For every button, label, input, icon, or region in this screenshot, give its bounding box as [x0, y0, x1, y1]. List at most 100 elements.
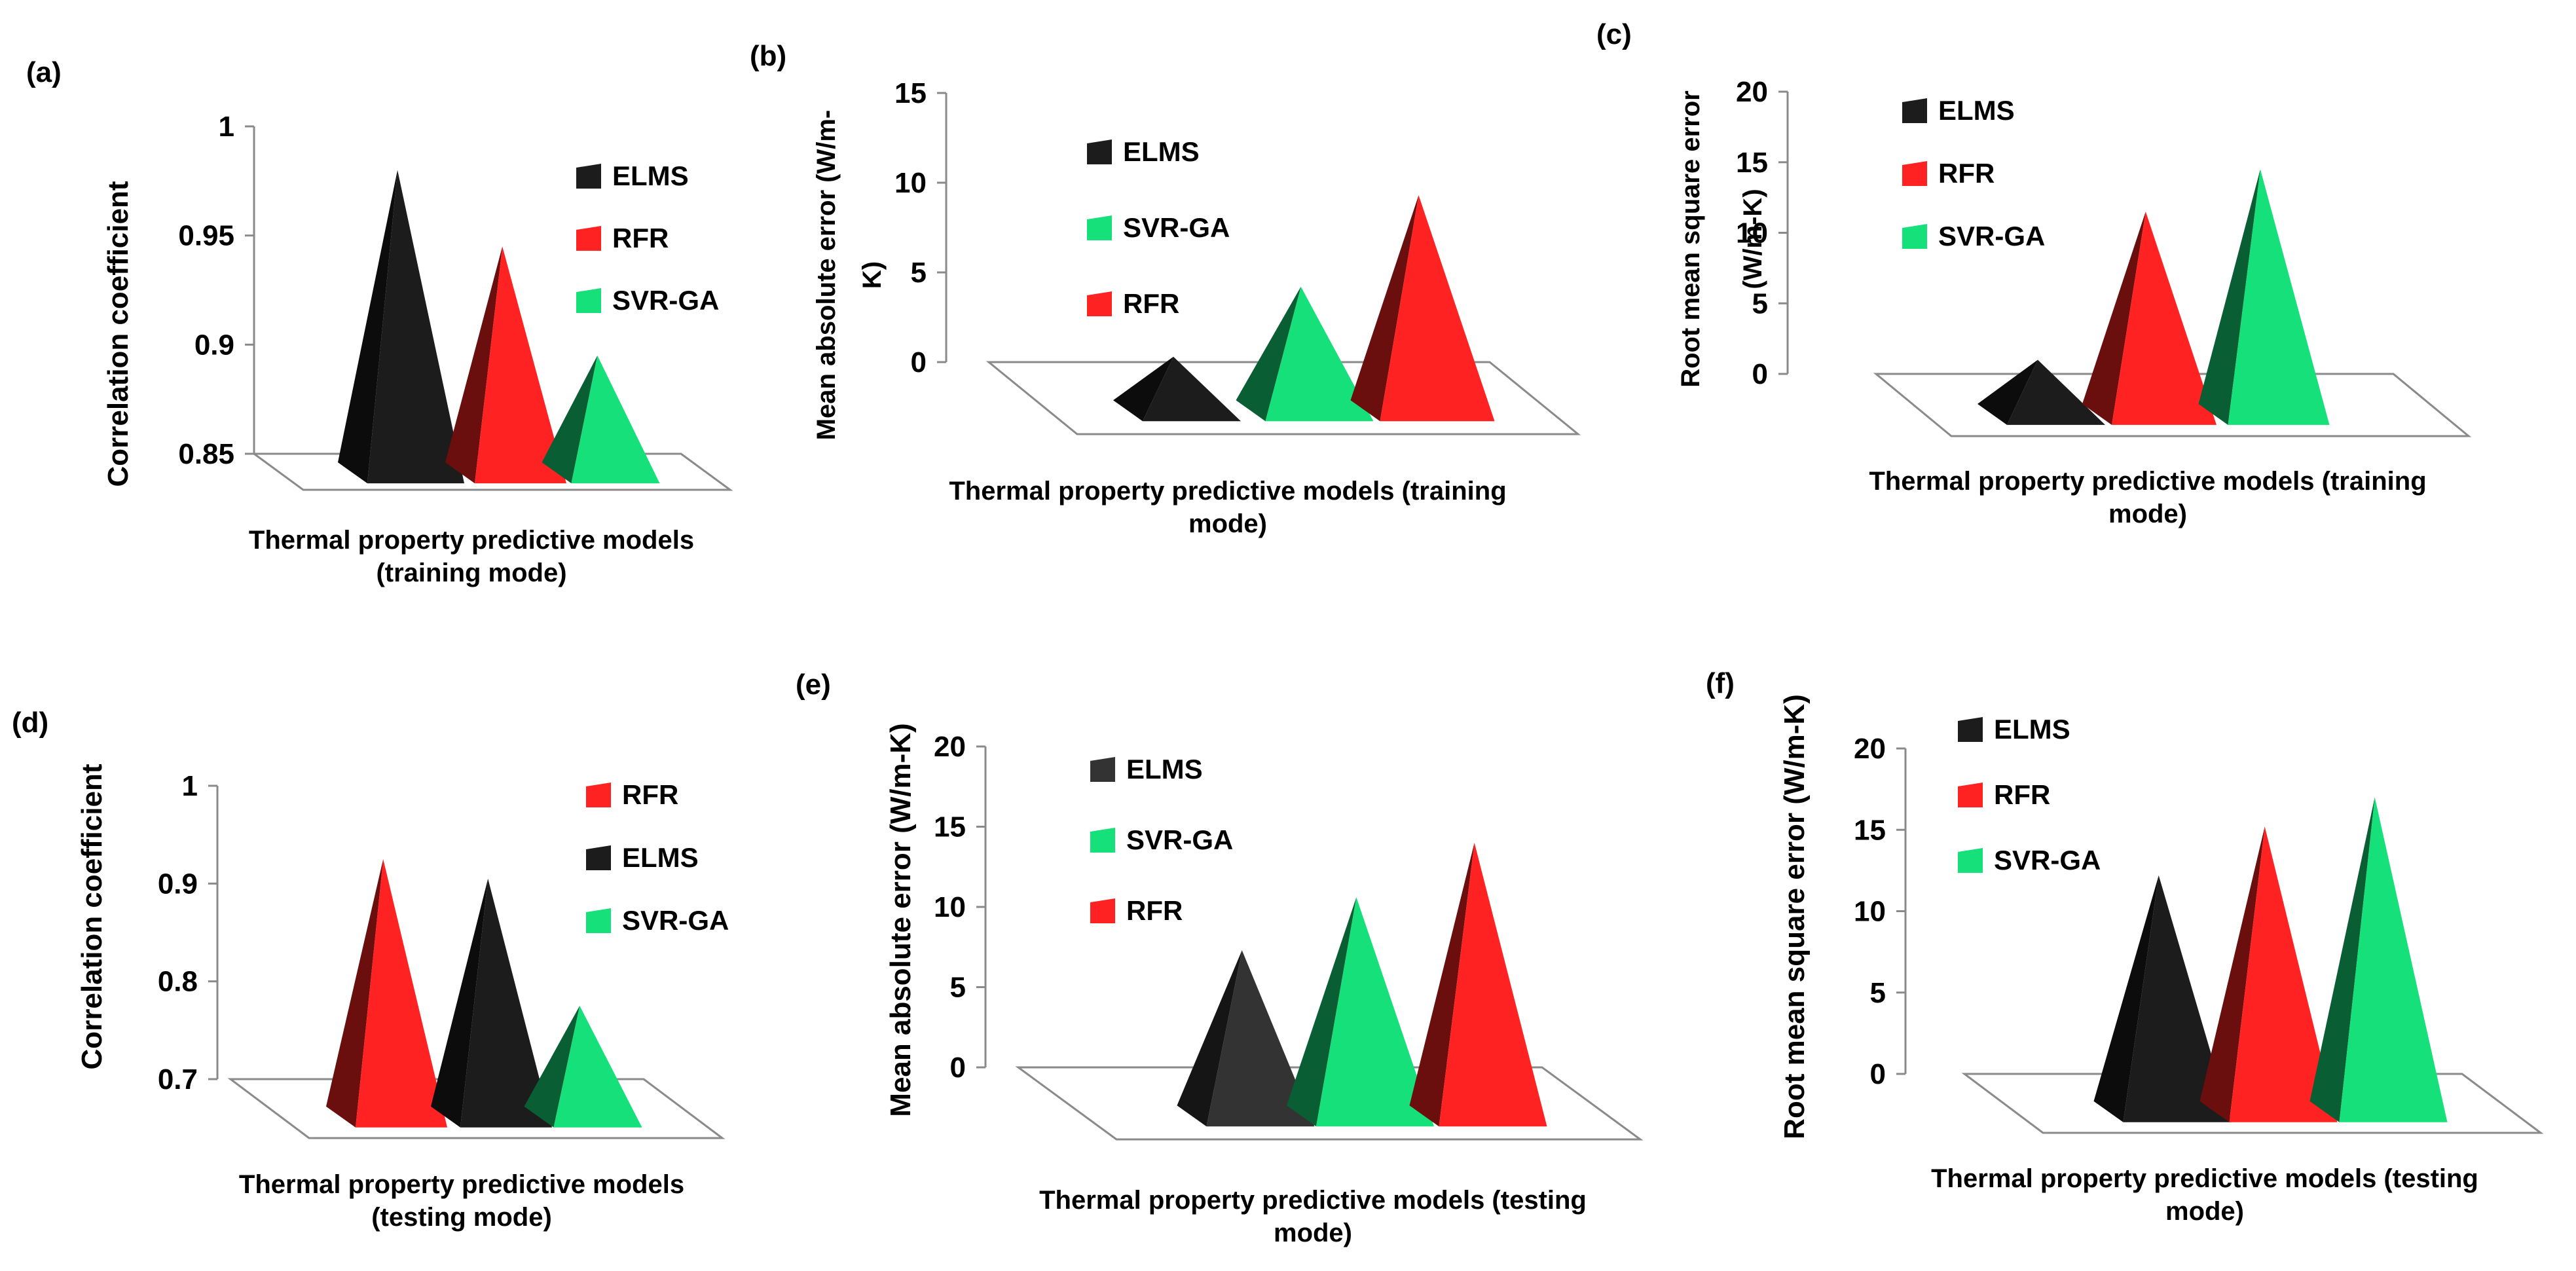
- legend-label: SVR-GA: [612, 285, 719, 316]
- y-axis-label: Correlation coefficient: [76, 764, 108, 1069]
- y-tick-label: 15: [1736, 147, 1768, 179]
- pyramid-elms: [1978, 359, 2105, 425]
- pyramid-rfr: [445, 246, 566, 484]
- panel-a: (a) 0.85 0.9 0.95 1 Correlation coefficient Th…: [26, 56, 733, 587]
- pyramid-front-face: [2123, 875, 2232, 1122]
- y-tick-label: 10: [894, 167, 927, 199]
- pyramid-side-face: [2093, 875, 2159, 1122]
- y-axis-label: K): [858, 261, 887, 289]
- legend-label: RFR: [612, 223, 669, 253]
- legend-swatch: [576, 226, 601, 251]
- legend-label: RFR: [1126, 895, 1183, 926]
- y-tick-label: 0: [1870, 1058, 1886, 1090]
- legend-swatch: [1958, 848, 1983, 873]
- y-axis-label: Root mean square error (W/m-K): [1778, 694, 1811, 1139]
- pyramid-side-face: [1236, 286, 1301, 422]
- y-tick-label: 0.95: [178, 220, 234, 252]
- pyramid-side-face: [1978, 359, 2038, 425]
- legend-label: ELMS: [612, 160, 689, 191]
- pyramid-front-face: [1439, 843, 1547, 1127]
- legend-label: RFR: [1123, 288, 1179, 319]
- pyramid-front-face: [2339, 797, 2448, 1122]
- y-tick-label: 0.9: [194, 329, 234, 361]
- y-tick-label: 0.85: [178, 438, 234, 470]
- legend-label: ELMS: [1938, 95, 2015, 126]
- panel-tag: (c): [1596, 18, 1632, 50]
- legend-swatch: [1087, 215, 1112, 240]
- pyramid-elms: [1177, 950, 1315, 1127]
- pyramid-svr-ga: [542, 356, 660, 484]
- legend-swatch: [1902, 161, 1927, 186]
- y-tick-label: 5: [911, 257, 927, 289]
- pyramid-svr-ga: [1287, 897, 1434, 1127]
- y-tick-label: 0: [911, 346, 927, 378]
- y-tick-label: 0.9: [158, 868, 198, 900]
- y-axis-label: Mean absolute error (W/m-K): [885, 723, 917, 1116]
- x-axis-label: mode): [2108, 500, 2187, 528]
- y-axis-label: Correlation coefficient: [102, 181, 134, 487]
- legend-swatch: [1087, 139, 1112, 164]
- pyramid-front-face: [1380, 195, 1495, 422]
- legend-label: SVR-GA: [1126, 824, 1233, 855]
- legend-swatch: [576, 164, 601, 189]
- pyramid-front-face: [475, 246, 566, 484]
- pyramid-front-face: [2112, 212, 2217, 425]
- panel-tag: (d): [12, 707, 48, 739]
- legend-swatch: [1902, 98, 1927, 123]
- legend-swatch: [586, 908, 611, 933]
- pyramid-front-face: [2007, 359, 2105, 425]
- y-tick-label: 5: [1752, 287, 1768, 320]
- panel-f: (f) 0 5 10 15 20 Root mean square error (W/m-K…: [1706, 667, 2544, 1226]
- y-axis-label: Root mean square error: [1676, 90, 1705, 387]
- pyramid-side-face: [524, 1006, 580, 1128]
- x-axis-label: (testing mode): [371, 1203, 552, 1232]
- y-axis-label: (W/m-K): [1739, 189, 1767, 289]
- pyramid-elms: [431, 878, 552, 1128]
- y-tick-label: 1: [182, 770, 198, 802]
- pyramid-side-face: [2198, 169, 2260, 425]
- x-axis-label: mode): [2165, 1197, 2244, 1226]
- legend-label: SVR-GA: [622, 905, 729, 936]
- y-tick-label: 20: [1736, 76, 1768, 108]
- legend-label: SVR-GA: [1994, 845, 2101, 875]
- y-tick-label: 15: [934, 811, 966, 843]
- pyramid-side-face: [2199, 826, 2265, 1122]
- pyramid-rfr: [1409, 843, 1547, 1127]
- pyramid-rfr: [1350, 195, 1495, 422]
- x-axis-label: (training mode): [376, 559, 566, 587]
- pyramid-elms: [2093, 875, 2232, 1122]
- pyramid-front-face: [553, 1006, 642, 1128]
- pyramid-front-face: [356, 859, 447, 1128]
- y-tick-label: 10: [1854, 896, 1886, 928]
- pyramid-side-face: [445, 246, 503, 484]
- x-axis-label: Thermal property predictive models: [249, 526, 694, 555]
- pyramid-side-face: [1113, 356, 1173, 422]
- legend-label: SVR-GA: [1123, 212, 1230, 243]
- pyramid-front-face: [2229, 826, 2338, 1122]
- pyramid-svr-ga: [1236, 286, 1374, 422]
- pyramid-svr-ga: [2309, 797, 2448, 1122]
- y-tick-label: 0.7: [158, 1063, 198, 1096]
- panel-e: (e) 0 5 10 15 20 Mean absolute error (W/m-K) Th…: [796, 669, 1644, 1247]
- legend-label: ELMS: [1126, 754, 1203, 784]
- pyramid-front-face: [571, 356, 660, 484]
- panel-tag: (a): [26, 56, 62, 88]
- legend-swatch: [586, 845, 611, 870]
- pyramid-rfr: [326, 859, 447, 1128]
- legend-swatch: [1087, 291, 1112, 316]
- pyramid-side-face: [326, 859, 384, 1128]
- y-tick-label: 0: [950, 1052, 966, 1084]
- legend-label: ELMS: [1994, 714, 2070, 745]
- pyramid-front-face: [367, 170, 464, 484]
- legend-label: ELMS: [622, 842, 699, 873]
- x-axis-label: Thermal property predictive models (trai…: [949, 477, 1506, 506]
- pyramid-front-face: [1316, 897, 1434, 1127]
- pyramid-rfr: [2199, 826, 2338, 1122]
- pyramid-front-face: [1143, 356, 1241, 422]
- y-tick-label: 0: [1752, 358, 1768, 390]
- pyramid-side-face: [542, 356, 598, 484]
- legend-swatch: [1958, 717, 1983, 742]
- pyramid-side-face: [1177, 950, 1242, 1127]
- x-axis-label: Thermal property predictive models (trai…: [1869, 467, 2426, 496]
- pyramid-elms: [1113, 356, 1241, 422]
